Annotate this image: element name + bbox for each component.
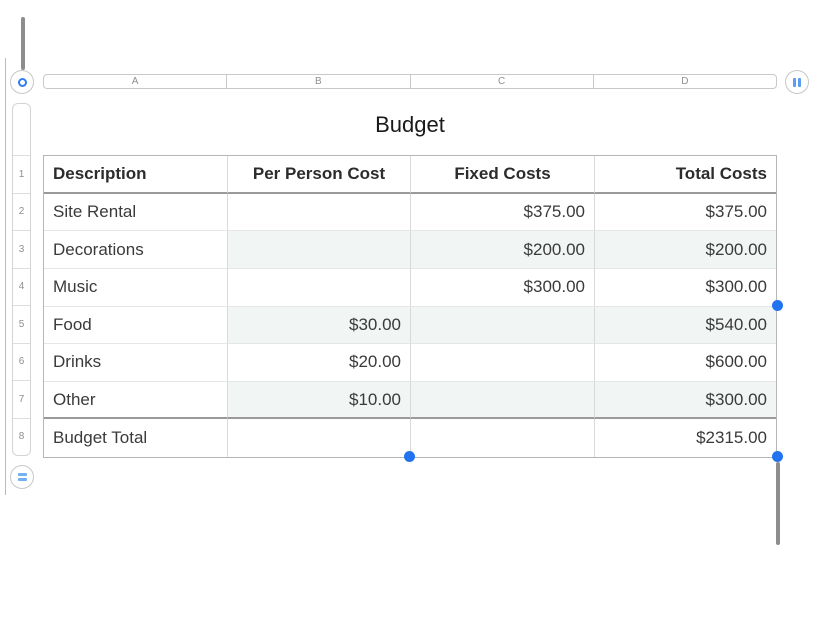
column-header-c[interactable]: C	[411, 75, 594, 88]
row-reference-strip[interactable]: 1 2 3 4 5 6 7 8	[12, 103, 31, 456]
cell-a3[interactable]: Decorations	[44, 231, 228, 269]
cell-d7[interactable]: $300.00	[595, 381, 776, 420]
cell-b4[interactable]	[228, 268, 411, 307]
cell-a6[interactable]: Drinks	[44, 344, 228, 382]
column-header-b[interactable]: B	[227, 75, 411, 88]
row-header-1[interactable]: 1	[13, 156, 30, 194]
cell-c3[interactable]: $200.00	[411, 231, 595, 269]
cell-d1-header[interactable]: Total Costs	[595, 156, 776, 194]
sheet-edge-line	[5, 58, 6, 495]
cell-b8[interactable]	[228, 419, 411, 457]
cell-b1-header[interactable]: Per Person Cost	[228, 156, 411, 194]
callout-line-table-handle	[21, 17, 25, 70]
cell-c6[interactable]	[411, 344, 595, 382]
column-header-a[interactable]: A	[44, 75, 228, 88]
cell-d6[interactable]: $600.00	[595, 344, 776, 382]
table-handle-icon	[17, 77, 27, 87]
cell-c7[interactable]	[411, 381, 595, 420]
resize-handle-right[interactable]	[772, 300, 783, 311]
row-header-2[interactable]: 2	[13, 194, 30, 231]
cell-a4[interactable]: Music	[44, 268, 228, 307]
cell-c2[interactable]: $375.00	[411, 193, 595, 232]
cell-b6[interactable]: $20.00	[228, 344, 411, 382]
cell-d8[interactable]: $2315.00	[595, 419, 776, 457]
table-title[interactable]: Budget	[375, 112, 445, 137]
cell-c4[interactable]: $300.00	[411, 268, 595, 307]
column-reference-bar[interactable]: A B C D	[43, 74, 777, 89]
cell-c8[interactable]	[411, 419, 595, 457]
resize-handle-bottom[interactable]	[404, 451, 415, 462]
row-header-8[interactable]: 8	[18, 431, 25, 443]
row-header-title-area[interactable]	[13, 104, 30, 156]
cell-d4[interactable]: $300.00	[595, 268, 776, 307]
table-handle-button[interactable]	[10, 70, 34, 94]
cell-d2[interactable]: $375.00	[595, 193, 776, 232]
cell-c1-header[interactable]: Fixed Costs	[411, 156, 595, 194]
cell-b7[interactable]: $10.00	[228, 381, 411, 420]
cell-d5[interactable]: $540.00	[595, 306, 776, 345]
cell-a2[interactable]: Site Rental	[44, 193, 228, 232]
budget-table: Description Per Person Cost Fixed Costs …	[43, 155, 777, 458]
cell-b5[interactable]: $30.00	[228, 306, 411, 345]
add-column-button[interactable]	[785, 70, 809, 94]
add-row-icon	[17, 473, 27, 481]
cell-b3[interactable]	[228, 231, 411, 269]
cell-d3[interactable]: $200.00	[595, 231, 776, 269]
cell-c5[interactable]	[411, 306, 595, 345]
column-header-d[interactable]: D	[681, 76, 689, 87]
row-header-7[interactable]: 7	[13, 381, 30, 419]
cell-a1-header[interactable]: Description	[44, 156, 228, 194]
row-header-3[interactable]: 3	[13, 231, 30, 269]
row-header-6[interactable]: 6	[13, 344, 30, 381]
resize-handle-corner[interactable]	[772, 451, 783, 462]
callout-line-resize-handle	[776, 462, 780, 545]
row-header-5[interactable]: 5	[13, 306, 30, 344]
add-row-button[interactable]	[10, 465, 34, 489]
row-header-4[interactable]: 4	[13, 269, 30, 306]
cell-b2[interactable]	[228, 193, 411, 232]
cell-a5[interactable]: Food	[44, 306, 228, 345]
cell-a8[interactable]: Budget Total	[44, 419, 228, 457]
add-column-icon	[793, 77, 801, 87]
cell-a7[interactable]: Other	[44, 381, 228, 420]
